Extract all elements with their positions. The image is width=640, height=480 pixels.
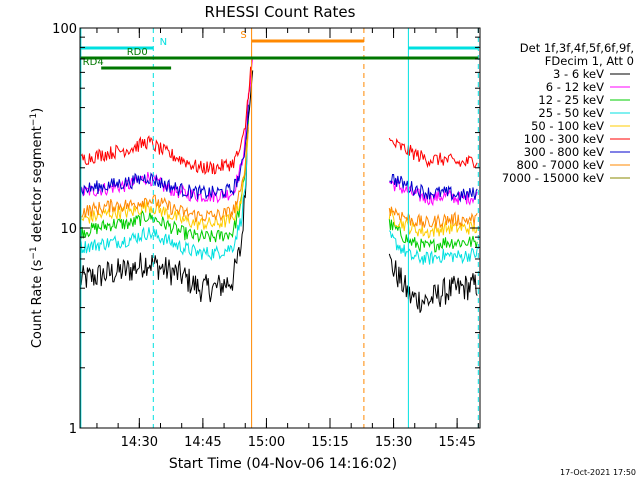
- x-tick-label: 15:45: [438, 435, 475, 450]
- legend-label-300-800-kev: 300 - 800 keV: [524, 145, 604, 159]
- legend-label-800-7000-kev: 800 - 7000 keV: [516, 158, 604, 172]
- x-tick-label: 15:15: [311, 435, 348, 450]
- legend-label-100-300-kev: 100 - 300 keV: [524, 132, 604, 146]
- y-axis-label-end: ): [30, 108, 45, 113]
- legend-label-6-12-kev: 6 - 12 keV: [546, 80, 604, 94]
- legend-label-3-6-kev: 3 - 6 keV: [553, 67, 604, 81]
- legend: Det 1f,3f,4f,5f,6f,9f, FDecim 1, Att 0 3…: [502, 41, 634, 185]
- y-axis-label: Count Rate (s−1 detector segment−1): [29, 108, 45, 348]
- y-axis-label-exp2: −1: [29, 113, 39, 126]
- y-tick-label: 100: [52, 22, 77, 37]
- x-axis-label: Start Time (04-Nov-06 14:16:02): [169, 456, 397, 472]
- axis-layer: 1 10 100 14:30 14:45 15:00 15:15 15:30 15:45: [52, 22, 480, 450]
- legend-label-7000-15000-kev: 7000 - 15000 keV: [502, 171, 604, 185]
- footer-timestamp: 17-Oct-2021 17:50: [560, 468, 636, 477]
- x-tick-label: 14:45: [184, 435, 221, 450]
- x-tick-label: 14:30: [121, 435, 158, 450]
- legend-label-12-25-kev: 12 - 25 keV: [538, 93, 604, 107]
- legend-label-50-100-kev: 50 - 100 keV: [531, 119, 604, 133]
- x-tick-label: 15:00: [248, 435, 285, 450]
- x-tick-label: 15:30: [375, 435, 412, 450]
- flag-label-rd0: RD0: [127, 47, 148, 58]
- flag-bars-layer: N S RD0 RD4: [80, 30, 479, 70]
- y-axis-label-main: Count Rate (s: [30, 259, 45, 348]
- y-axis-label-exp1: −1: [29, 246, 39, 259]
- y-tick-label: 10: [60, 222, 77, 237]
- flag-label-n: N: [160, 37, 167, 48]
- series-line-100-300-kev: [79, 66, 478, 176]
- y-tick-label: 1: [69, 422, 77, 437]
- series-line-50-100-kev: [79, 127, 478, 239]
- legend-header-line-2: FDecim 1, Att 0: [545, 54, 634, 68]
- y-axis-label-mid: detector segment: [30, 126, 45, 246]
- legend-label-25-50-kev: 25 - 50 keV: [538, 106, 604, 120]
- series-line-800-7000-kev: [79, 124, 478, 229]
- legend-header-line-1: Det 1f,3f,4f,5f,6f,9f,: [520, 41, 634, 55]
- flag-label-s: S: [240, 30, 246, 41]
- series-line-3-6-kev: [79, 70, 478, 313]
- flag-label-rd4: RD4: [83, 57, 104, 68]
- series-line-12-25-kev: [79, 121, 478, 253]
- series-line-25-50-kev: [79, 129, 478, 265]
- data-series-layer: [79, 57, 478, 313]
- chart-title: RHESSI Count Rates: [205, 3, 356, 21]
- series-line-300-800-kev: [79, 104, 478, 203]
